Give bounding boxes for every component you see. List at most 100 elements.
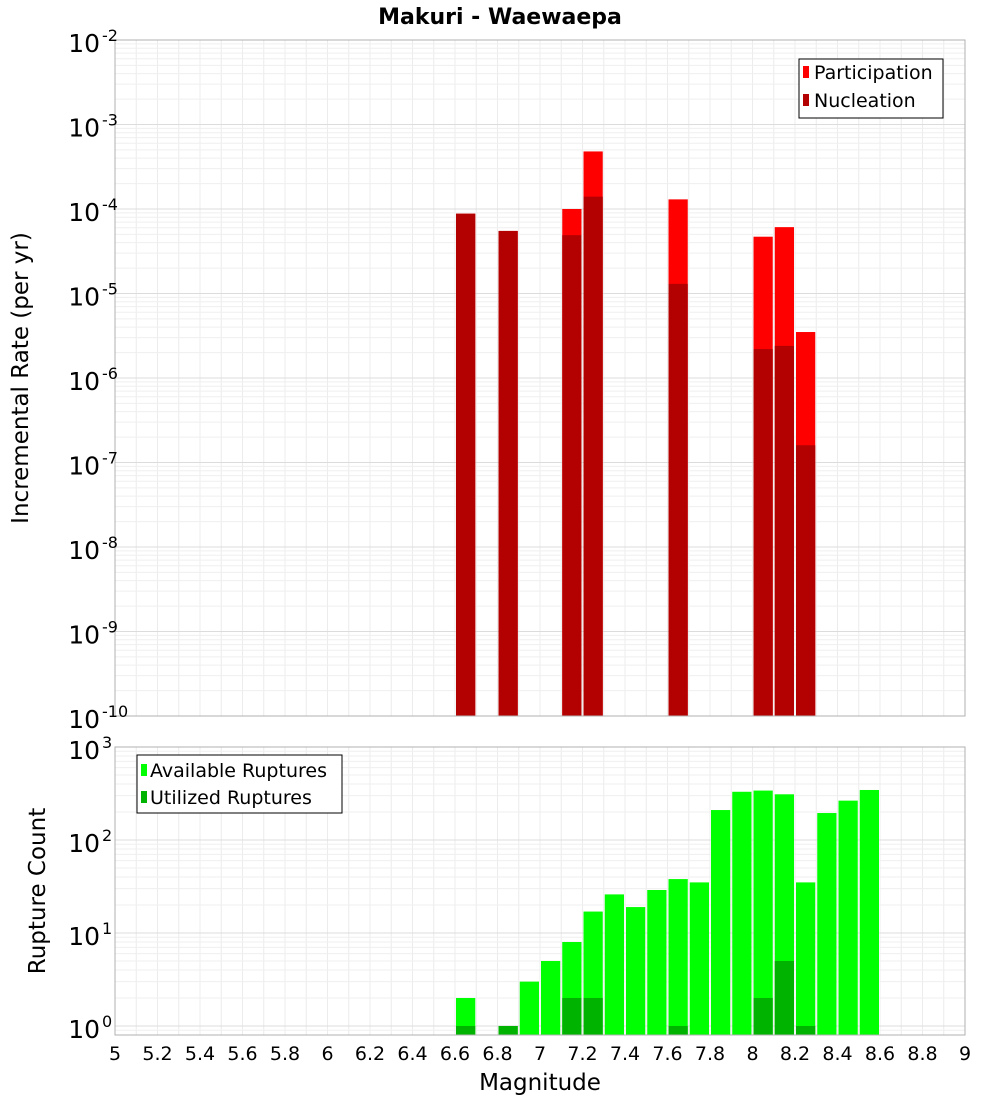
x-tick-label: 6.4: [397, 1043, 427, 1065]
x-tick-label: 6.8: [482, 1043, 512, 1065]
magnitude-x-ticks: 5 5.2 5.4 5.6 5.8 6 6.2 6.4 6.6 6.8 7 7.2 7.4 7.6 7.8 8…: [109, 1043, 971, 1065]
bar-available-ruptures: [817, 813, 837, 1035]
x-axis-label: Magnitude: [479, 1070, 601, 1096]
count-bars: [456, 789, 879, 1035]
rate-y-tick-label: 10: [68, 198, 100, 227]
x-tick-label: 8.6: [865, 1043, 895, 1065]
bar-available-ruptures: [796, 882, 816, 1035]
count-y-tick-exponent: 0: [102, 1012, 112, 1031]
x-tick-label: 5.4: [185, 1043, 215, 1065]
bar-available-ruptures: [859, 789, 879, 1035]
rate-y-tick-exponent: -9: [102, 618, 118, 637]
bar-utilized-ruptures: [456, 1025, 476, 1035]
bar-nucleation: [498, 230, 518, 717]
count-y-axis-label: Rupture Count: [25, 808, 51, 974]
rate-legend: Participation Nucleation: [798, 58, 944, 119]
x-tick-label: 6: [321, 1043, 333, 1065]
x-tick-label: 5.8: [270, 1043, 300, 1065]
rate-y-ticks: 10-210-310-410-510-610-710-810-910-10: [68, 26, 128, 734]
rate-y-tick-exponent: -5: [102, 280, 118, 299]
bar-nucleation: [456, 213, 476, 716]
rate-y-tick-label: 10: [68, 367, 100, 396]
bar-utilized-ruptures: [583, 997, 603, 1035]
bar-available-ruptures: [541, 960, 561, 1035]
bar-utilized-ruptures: [668, 1025, 688, 1035]
rate-y-tick-exponent: -2: [102, 26, 118, 45]
x-tick-label: 5.2: [142, 1043, 172, 1065]
bar-available-ruptures: [711, 810, 731, 1035]
bar-utilized-ruptures: [498, 1025, 518, 1035]
bar-available-ruptures: [689, 882, 709, 1035]
bar-available-ruptures: [732, 791, 752, 1035]
bar-nucleation: [583, 196, 603, 717]
rate-y-tick-label: 10: [68, 283, 100, 312]
rate-bars: [456, 151, 816, 717]
rate-legend-swatch-participation: [803, 66, 809, 78]
bar-utilized-ruptures: [774, 960, 794, 1035]
x-tick-label: 9: [959, 1043, 971, 1065]
rate-gridlines: [114, 40, 966, 717]
rate-legend-box: [798, 58, 944, 119]
chart-title: Makuri - Waewaepa: [378, 5, 622, 30]
x-tick-label: 7.6: [652, 1043, 682, 1065]
x-tick-label: 6.2: [355, 1043, 385, 1065]
rate-y-tick-label: 10: [68, 705, 100, 734]
rate-legend-label-participation: Participation: [814, 62, 933, 84]
bar-available-ruptures: [753, 790, 773, 1035]
rate-y-tick-exponent: -4: [102, 195, 118, 214]
count-legend: Available Ruptures Utilized Ruptures: [136, 754, 343, 814]
x-tick-label: 7.2: [567, 1043, 597, 1065]
count-y-tick-exponent: 1: [102, 919, 112, 938]
bar-nucleation: [753, 349, 773, 716]
bar-available-ruptures: [838, 800, 858, 1035]
bar-nucleation: [668, 283, 688, 716]
bar-utilized-ruptures: [796, 1025, 816, 1035]
rate-y-tick-label: 10: [68, 29, 100, 58]
bar-utilized-ruptures: [562, 997, 582, 1035]
x-tick-label: 7.4: [610, 1043, 640, 1065]
x-tick-label: 7.8: [695, 1043, 725, 1065]
bar-available-ruptures: [647, 889, 667, 1035]
count-legend-swatch-available: [141, 764, 147, 776]
count-plot-frame: [114, 746, 966, 1036]
rate-legend-swatch-nucleation: [803, 94, 809, 106]
bar-available-ruptures: [626, 907, 646, 1035]
x-tick-label: 6.6: [440, 1043, 470, 1065]
bar-available-ruptures: [604, 894, 624, 1035]
rate-y-tick-exponent: -7: [102, 449, 118, 468]
count-y-tick-label: 10: [68, 829, 100, 858]
count-y-tick-label: 10: [68, 922, 100, 951]
x-tick-label: 5.6: [227, 1043, 257, 1065]
count-y-tick-label: 10: [68, 1015, 100, 1044]
x-tick-label: 8.4: [822, 1043, 852, 1065]
rate-y-tick-exponent: -10: [102, 702, 128, 721]
count-y-tick-exponent: 2: [102, 826, 112, 845]
bar-nucleation: [796, 445, 816, 716]
x-tick-label: 8.2: [780, 1043, 810, 1065]
bar-available-ruptures: [519, 981, 539, 1035]
count-legend-label-utilized: Utilized Ruptures: [150, 787, 312, 809]
rate-y-tick-exponent: -8: [102, 533, 118, 552]
bar-nucleation: [774, 345, 794, 716]
x-tick-label: 8: [746, 1043, 758, 1065]
x-tick-label: 8.8: [907, 1043, 937, 1065]
rate-panel: 10-210-310-410-510-610-710-810-910-10 In…: [8, 26, 966, 734]
count-legend-label-available: Available Ruptures: [150, 760, 327, 782]
count-legend-box: [136, 754, 343, 814]
rate-y-tick-label: 10: [68, 114, 100, 143]
rate-y-tick-label: 10: [68, 621, 100, 650]
rate-y-axis-label: Incremental Rate (per yr): [8, 232, 34, 524]
bar-available-ruptures: [456, 997, 476, 1035]
count-y-tick-exponent: 3: [102, 733, 112, 752]
count-y-tick-label: 10: [68, 736, 100, 765]
count-legend-swatch-utilized: [141, 791, 147, 803]
bar-utilized-ruptures: [753, 997, 773, 1035]
bar-available-ruptures: [668, 879, 688, 1035]
rate-y-tick-exponent: -3: [102, 111, 118, 130]
rate-legend-label-nucleation: Nucleation: [814, 90, 916, 112]
rate-y-tick-label: 10: [68, 536, 100, 565]
bar-nucleation: [562, 235, 582, 716]
